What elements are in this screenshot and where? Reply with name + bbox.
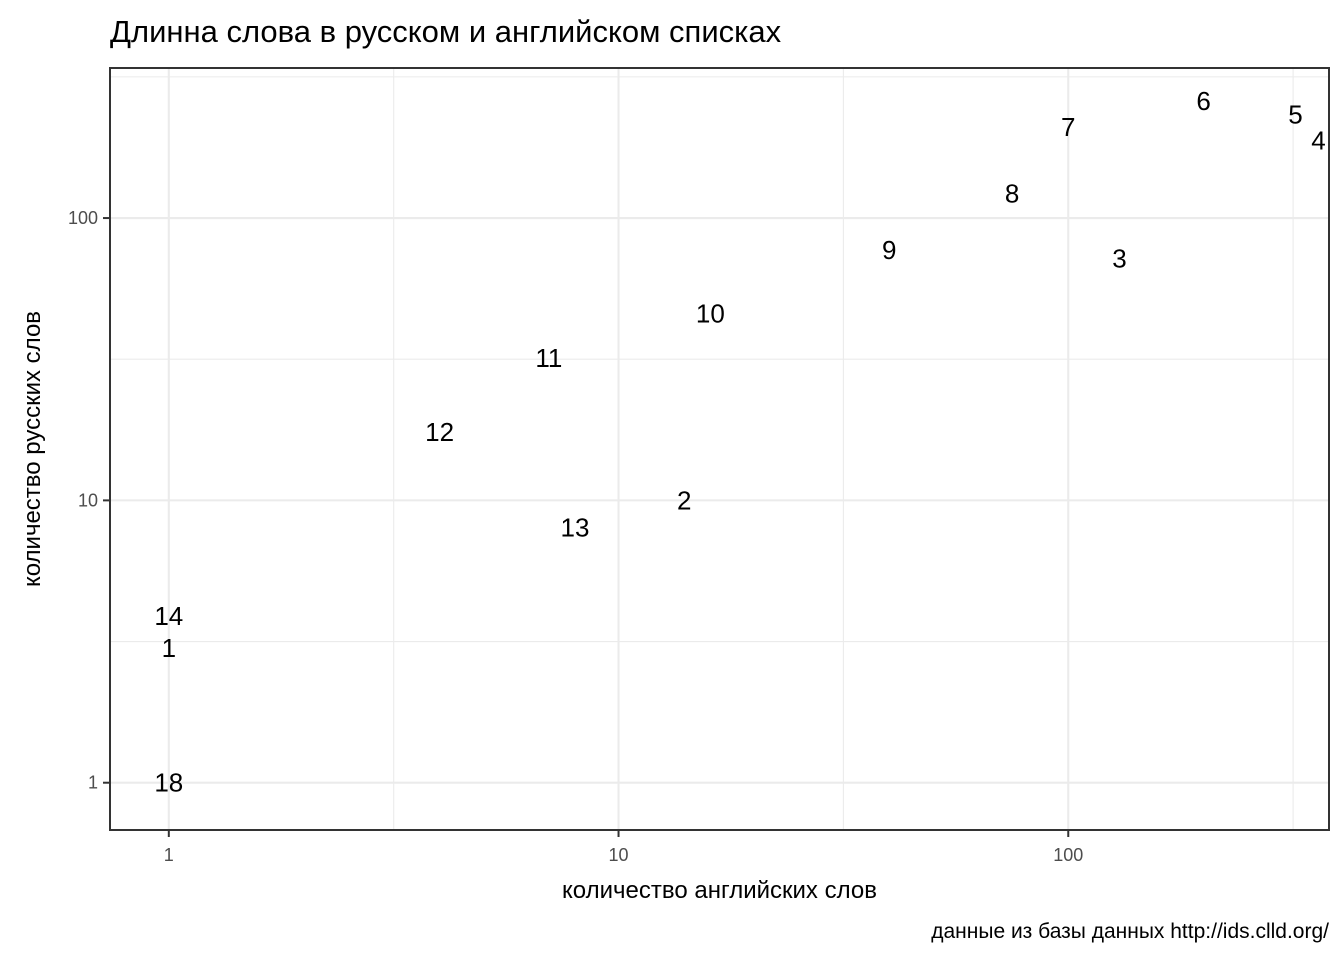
data-point-label: 10 [696,298,725,328]
y-axis-ticks: 1 10 100 [68,208,110,793]
y-axis-label: количество русских слов [19,311,46,587]
data-point-label: 18 [154,768,183,798]
data-point-label: 13 [560,513,589,543]
y-tick-label: 1 [88,773,98,793]
data-point-label: 14 [154,601,183,631]
data-point-label: 1 [162,633,176,663]
y-tick-label: 100 [68,208,98,228]
panel-border [109,67,1330,831]
x-axis-label: количество английских слов [562,877,877,904]
x-tick-label: 1 [164,845,174,865]
chart-title: Длинна слова в русском и английском спис… [110,14,782,49]
data-points: 18 114 13 2 12 11 10 9 3 8 7 6 54 [154,86,1325,798]
data-point-label: 4 [1311,126,1325,156]
major-grid [110,68,1329,830]
x-axis-ticks: 1 10 100 [164,830,1083,865]
data-point-label: 11 [535,343,562,373]
data-point-label: 2 [677,485,691,515]
x-tick-label: 100 [1053,845,1083,865]
x-tick-label: 10 [609,845,629,865]
chart-caption: данные из базы данных http://ids.clld.or… [931,920,1329,943]
data-point-label: 7 [1061,112,1075,142]
data-point-label: 9 [882,235,896,265]
data-point-label: 12 [425,417,454,447]
y-tick-label: 10 [78,490,98,510]
data-point-label: 5 [1288,99,1302,129]
data-point-label: 3 [1112,243,1126,273]
data-point-label: 8 [1005,179,1019,209]
minor-grid [110,68,1329,830]
data-point-label: 6 [1196,86,1210,116]
plot-panel [110,68,1329,830]
